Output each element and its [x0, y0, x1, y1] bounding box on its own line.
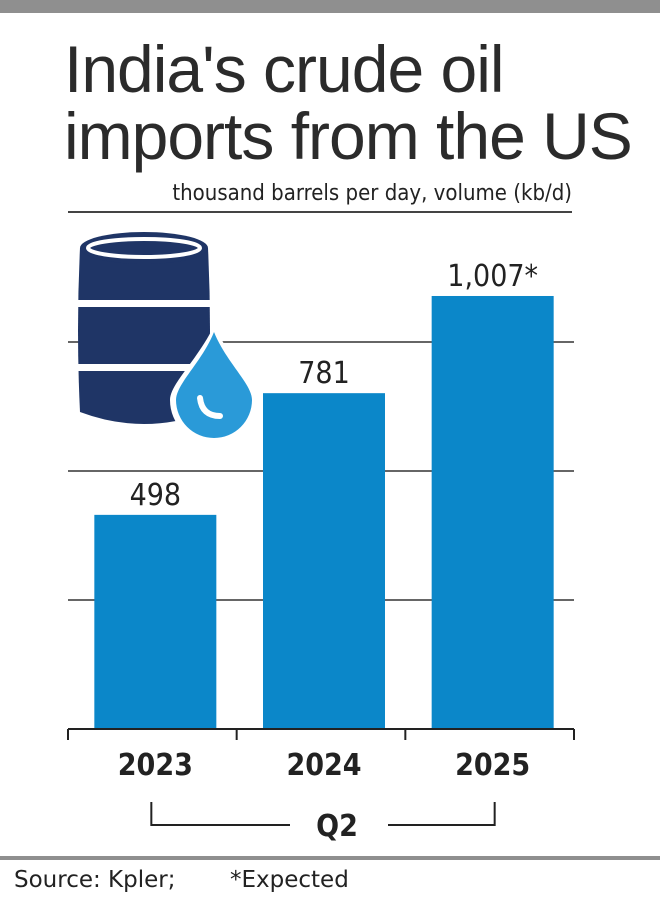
bar-2023 [94, 514, 217, 729]
barrel-top-rim [86, 237, 202, 259]
barrel-band [77, 300, 211, 307]
expected-note: *Expected [230, 867, 349, 893]
oil-barrel-icon [77, 232, 211, 424]
drop-fill [176, 332, 252, 438]
value-label-2025: 1,007* [447, 259, 538, 294]
barrel-body [78, 248, 210, 424]
footer-rule [0, 856, 660, 860]
chart-title-line-1: India's crude oil [64, 32, 505, 106]
source-note: Source: Kpler; [14, 867, 176, 893]
bracket-left [150, 802, 290, 826]
barrel-band [77, 364, 211, 371]
value-label-2024: 781 [298, 356, 350, 391]
period-label: Q2 [316, 809, 358, 844]
bars [94, 295, 554, 729]
bar-2024 [263, 393, 385, 729]
x-tick-label-2024: 2024 [286, 748, 361, 783]
period-bracket: Q2 [150, 802, 496, 844]
oil-drop-icon [170, 326, 258, 444]
x-tick-label-2023: 2023 [118, 748, 193, 783]
subtitle-rule [68, 211, 572, 213]
drop-shine [197, 395, 223, 419]
x-axis: 2023 2024 2025 [67, 728, 575, 783]
chart-title-line-2: imports from the US [64, 99, 633, 173]
barrel-top [80, 232, 208, 264]
value-labels: 498 781 1,007* [130, 259, 538, 513]
bracket-right [388, 802, 496, 826]
x-tick-label-2025: 2025 [455, 748, 530, 783]
value-label-2023: 498 [130, 478, 182, 513]
chart-subtitle: thousand barrels per day, volume (kb/d) [172, 181, 572, 206]
top-rule [0, 0, 660, 13]
bar-2025 [431, 295, 554, 729]
